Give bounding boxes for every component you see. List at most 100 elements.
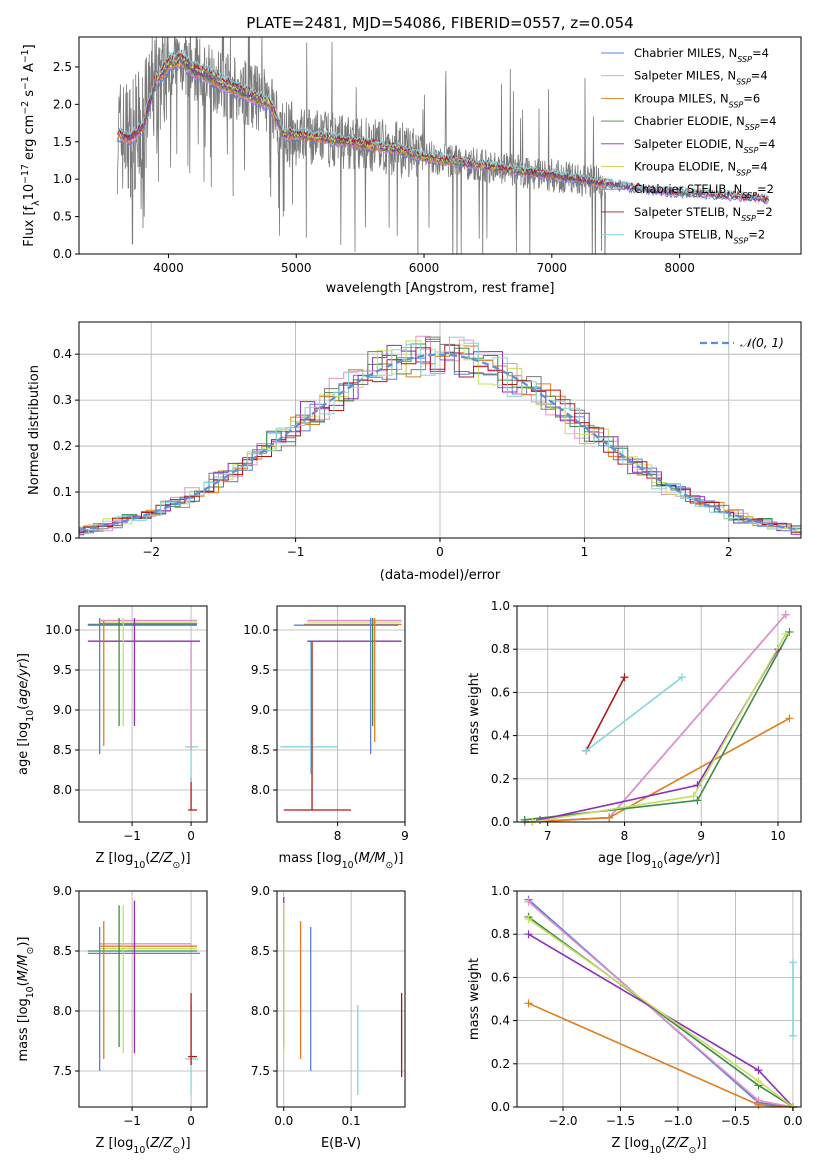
mass_weight_vs_Z-frame bbox=[516, 890, 802, 1108]
mass_weight_vs_age-xtick-label-2: 9 bbox=[697, 829, 705, 843]
mass_weight_vs_age-frame bbox=[516, 605, 802, 823]
mass_weight_vs_age-point-1-2 bbox=[781, 610, 790, 619]
spectrum-xtick-label-1: 5000 bbox=[281, 261, 312, 275]
mass_vs_Z-xtick-label-0: −1 bbox=[123, 1114, 141, 1128]
mass_weight_vs_Z-line-0 bbox=[527, 899, 794, 1108]
mass-weight-vs-z-xlabel: Z [log10(Z/Z⊙)] bbox=[611, 1136, 706, 1156]
age_vs_Z-panel: −1 0 8.0 8.5 9.0 9.5 10.0 Z [log10(Z/Z⊙)] age [l… bbox=[16, 605, 208, 871]
age_vs_Z-ytick-label-1: 8.5 bbox=[53, 743, 72, 757]
age_vs_Z-xtick-label-0: −1 bbox=[123, 829, 141, 843]
spectrum-panel: 4000 5000 6000 7000 8000 0.0 0.5 1.0 1.5 2.0 2.5 wa… bbox=[20, 36, 802, 296]
mass_weight_vs_Z-ytick-label-4: 0.8 bbox=[491, 927, 510, 941]
spectrum-ytick-label-1: 0.5 bbox=[53, 210, 72, 224]
mass_weight_vs_Z-xtick-label-3: −0.5 bbox=[721, 1114, 750, 1128]
mass_weight_vs_Z-ytick-label-0: 0.0 bbox=[491, 1100, 510, 1114]
spectrum-ytick-label-4: 2.0 bbox=[53, 97, 72, 111]
mass_weight_vs_Z-point-5-0 bbox=[524, 915, 533, 924]
legend-label-5: Kroupa ELODIE, NSSP=4 bbox=[634, 160, 768, 178]
spectrum-xlabel: wavelength [Angstrom, rest frame] bbox=[326, 281, 555, 296]
age-vs-z-xlabel: Z [log10(Z/Z⊙)] bbox=[95, 851, 190, 871]
mass_vs_Z-ytick-label-3: 9.0 bbox=[53, 884, 72, 898]
residuals-legend-label: 𝒩(0, 1) bbox=[740, 336, 784, 350]
residuals-xtick-label-3: 1 bbox=[581, 545, 589, 559]
mass_weight_vs_Z-ytick-label-3: 0.6 bbox=[491, 970, 510, 984]
age_vs_mass-xtick-label-0: 8 bbox=[334, 829, 342, 843]
legend-label-0: Chabrier MILES, NSSP=4 bbox=[634, 46, 769, 64]
age_vs_mass-ytick-label-4: 10.0 bbox=[243, 623, 270, 637]
legend-label-6: Chabrier STELIB, NSSP=2 bbox=[634, 182, 774, 200]
mass_weight_vs_Z-line-5 bbox=[528, 918, 794, 1108]
mass_weight_vs_Z-point-5-1 bbox=[754, 1077, 763, 1086]
mass_weight_vs_Z-line-2 bbox=[528, 1002, 794, 1108]
residuals-ytick-label-1: 0.1 bbox=[53, 485, 72, 499]
mass_weight_vs_age-ytick-label-2: 0.4 bbox=[491, 729, 510, 743]
mass_vs_ebv-panel: 0.0 0.1 7.5 8.0 8.5 9.0 E(B-V) bbox=[251, 884, 406, 1151]
mass_weight_vs_age-xtick-label-1: 8 bbox=[621, 829, 629, 843]
mass_weight_vs_Z-point-1-0 bbox=[524, 897, 533, 906]
age_vs_mass-ytick-label-3: 9.5 bbox=[251, 663, 270, 677]
mass_vs_ebv-ytick-label-0: 7.5 bbox=[251, 1064, 270, 1078]
figure-title: PLATE=2481, MJD=54086, FIBERID=0557, z=0… bbox=[246, 14, 633, 32]
mass_vs_Z-ytick-label-1: 8.0 bbox=[53, 1004, 72, 1018]
age_vs_mass-frame bbox=[276, 605, 406, 823]
mass_weight_vs_age-panel: 7 8 9 10 0.0 0.2 0.4 0.6 0.8 1.0 mass weight age [l… bbox=[467, 599, 802, 871]
mass-weight-vs-age-xlabel: age [log10(age/yr)] bbox=[598, 851, 720, 871]
spectrum-xtick-label-4: 8000 bbox=[664, 261, 695, 275]
residuals-panel: −2 −1 0 1 2 0.0 0.1 0.2 0.3 0.4 (data-model)/error… bbox=[27, 321, 802, 583]
spectrum-ytick-label-0: 0.0 bbox=[53, 247, 72, 261]
mass_weight_vs_Z-point-6-1 bbox=[788, 958, 797, 967]
mass_weight_vs_age-point-3-2 bbox=[785, 627, 794, 636]
mass_weight_vs_age-ytick-label-4: 0.8 bbox=[491, 642, 510, 656]
age_vs_mass-panel: 8 9 8.0 8.5 9.0 9.5 10.0 mass [log10(M/M⊙)] bbox=[243, 605, 409, 871]
age_vs_Z-ytick-label-0: 8.0 bbox=[53, 783, 72, 797]
age_vs_Z-xtick-label-1: 0 bbox=[187, 829, 195, 843]
mass_weight_vs_age-point-3-1 bbox=[693, 796, 702, 805]
residuals-xtick-label-2: 0 bbox=[436, 545, 444, 559]
residuals-xtick-label-1: −1 bbox=[287, 545, 305, 559]
mass_weight_vs_Z-ytick-label-5: 1.0 bbox=[491, 884, 510, 898]
residuals-ytick-label-4: 0.4 bbox=[53, 347, 72, 361]
mass_weight_vs_age-ylabel: mass weight bbox=[467, 673, 482, 755]
mass_weight_vs_age-line-7 bbox=[585, 676, 683, 752]
mass_weight_vs_age-line-6 bbox=[585, 676, 626, 752]
spectrum-ylabel: Flux [fλ10−17 erg cm−2 s−1 A−1] bbox=[20, 44, 42, 246]
mass_weight_vs_age-ytick-label-5: 1.0 bbox=[491, 599, 510, 613]
mass_weight_vs_age-ytick-label-1: 0.2 bbox=[491, 772, 510, 786]
mass_vs_ebv-ytick-label-1: 8.0 bbox=[251, 1004, 270, 1018]
mass_weight_vs_age-point-7-0 bbox=[582, 746, 591, 755]
mass_weight_vs_age-xtick-label-0: 7 bbox=[544, 829, 552, 843]
residuals-normal-curve bbox=[79, 353, 799, 531]
legend-label-2: Kroupa MILES, NSSP=6 bbox=[634, 91, 760, 109]
mass-vs-z-ylabel: mass [log10(M/M⊙)] bbox=[16, 937, 36, 1062]
mass-vs-z-xlabel: Z [log10(Z/Z⊙)] bbox=[95, 1136, 190, 1156]
mass_weight_vs_age-line-4 bbox=[539, 648, 779, 821]
age-vs-mass-xlabel: mass [log10(M/M⊙)] bbox=[279, 851, 404, 871]
mass_vs_Z-panel: −1 0 7.5 8.0 8.5 9.0 Z [log10(Z/Z⊙)] mass [log1… bbox=[16, 884, 208, 1156]
mass_vs_ebv-xtick-label-1: 0.1 bbox=[342, 1114, 361, 1128]
legend-label-4: Salpeter ELODIE, NSSP=4 bbox=[634, 137, 775, 155]
spectrum-data-line bbox=[116, 37, 606, 254]
spectrum-frame bbox=[78, 36, 802, 255]
mass_weight_vs_age-xtick-label-3: 10 bbox=[770, 829, 785, 843]
mass_weight_vs_Z-panel: −2.0 −1.5 −1.0 −0.5 0.0 0.0 0.2 0.4 0.6 0.8 1.0 mas… bbox=[467, 884, 802, 1156]
mass_weight_vs_Z-line-1 bbox=[527, 901, 794, 1108]
mass_weight_vs_age-point-5-1 bbox=[689, 792, 698, 801]
mass_weight_vs_Z-point-6-0 bbox=[788, 1031, 797, 1040]
mass_weight_vs_Z-xtick-label-0: −2.0 bbox=[548, 1114, 577, 1128]
age_vs_Z-frame bbox=[78, 605, 208, 823]
age_vs_mass-ytick-label-1: 8.5 bbox=[251, 743, 270, 757]
spectrum-ytick-label-5: 2.5 bbox=[53, 60, 72, 74]
mass_weight_vs_Z-ylabel: mass weight bbox=[467, 958, 482, 1040]
age_vs_Z-ytick-label-4: 10.0 bbox=[45, 623, 72, 637]
mass_weight_vs_age-point-3-0 bbox=[520, 815, 529, 824]
residuals-ytick-label-0: 0.0 bbox=[53, 531, 72, 545]
spectrum-xtick-label-3: 7000 bbox=[537, 261, 568, 275]
age-vs-z-ylabel: age [log10(age/yr)] bbox=[16, 653, 36, 775]
mass_vs_Z-ytick-label-0: 7.5 bbox=[53, 1064, 72, 1078]
mass_weight_vs_Z-xtick-label-4: 0.0 bbox=[783, 1114, 802, 1128]
mass_weight_vs_Z-point-2-0 bbox=[524, 999, 533, 1008]
mass_weight_vs_Z-xtick-label-2: −1.0 bbox=[663, 1114, 692, 1128]
mass_weight_vs_age-point-5-2 bbox=[781, 630, 790, 639]
mass_vs_Z-ytick-label-2: 8.5 bbox=[53, 944, 72, 958]
